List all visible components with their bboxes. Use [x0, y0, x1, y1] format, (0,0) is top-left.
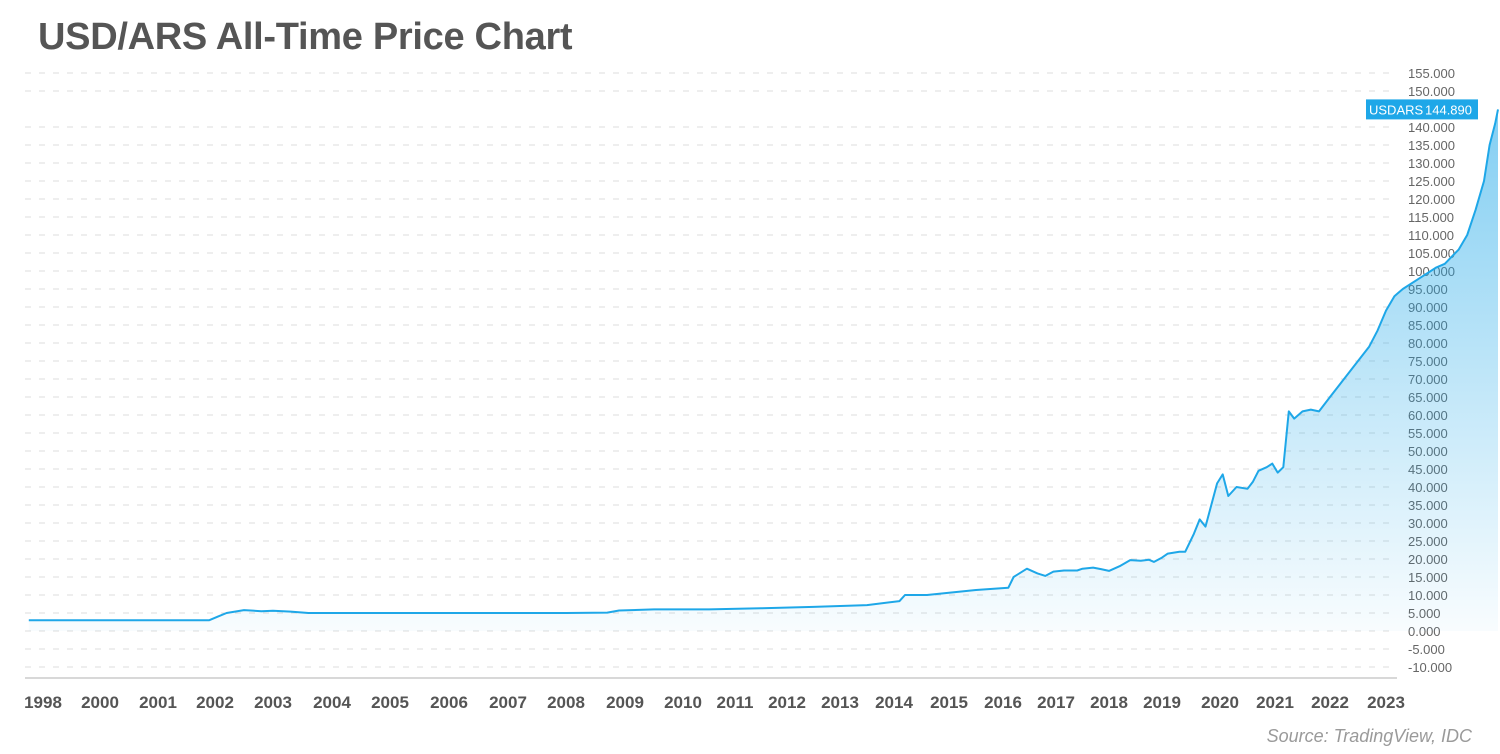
- price-area-fill: [28, 109, 1498, 631]
- x-tick-label: 2011: [717, 693, 754, 712]
- x-tick-label: 2001: [139, 693, 177, 712]
- y-tick-label: 120.000: [1408, 192, 1455, 207]
- last-price-badge: USDARS 144.890: [1366, 99, 1478, 120]
- chart-title: USD/ARS All-Time Price Chart: [38, 16, 573, 58]
- y-tick-label: -10.000: [1408, 660, 1452, 675]
- x-tick-label: 2002: [196, 693, 234, 712]
- x-tick-label: 2005: [371, 693, 409, 712]
- x-tick-label: 2019: [1143, 693, 1181, 712]
- y-tick-label: 135.000: [1408, 138, 1455, 153]
- x-axis: 1998 2000 2001 2002 2003 2004 2005 2006 2007 2008…: [24, 677, 1405, 712]
- last-price-badge-bg: [1366, 99, 1478, 120]
- x-tick-label: 2023: [1367, 693, 1405, 712]
- last-price-symbol: USDARS: [1369, 102, 1424, 117]
- x-tick-label: 2008: [547, 693, 585, 712]
- x-tick-label: 2020: [1201, 693, 1239, 712]
- x-tick-label: 2007: [489, 693, 527, 712]
- price-line-group: [28, 109, 1499, 622]
- x-tick-label: 2015: [930, 693, 968, 712]
- x-tick-label: 2009: [606, 693, 644, 712]
- x-tick-label: 2012: [768, 693, 806, 712]
- x-tick-label: 2006: [430, 693, 468, 712]
- source-note: Source: TradingView, IDC: [1266, 726, 1472, 746]
- price-area: [28, 109, 1498, 631]
- x-tick-label: 2018: [1090, 693, 1128, 712]
- y-tick-label: 115.000: [1408, 210, 1454, 225]
- x-tick-label: 2000: [81, 693, 119, 712]
- x-tick-label: 2021: [1256, 693, 1294, 712]
- y-tick-label: 150.000: [1408, 84, 1455, 99]
- y-tick-label: 125.000: [1408, 174, 1455, 189]
- y-tick-label: 110.000: [1408, 228, 1454, 243]
- x-tick-label: 2003: [254, 693, 292, 712]
- x-tick-label: 2017: [1037, 693, 1075, 712]
- y-tick-label: 140.000: [1408, 120, 1455, 135]
- price-line: [28, 109, 1499, 622]
- x-tick-label: 2010: [664, 693, 702, 712]
- x-tick-label: 2022: [1311, 693, 1349, 712]
- y-tick-label: 105.000: [1408, 246, 1455, 261]
- last-price-value: 144.890: [1425, 102, 1472, 117]
- y-tick-label: -5.000: [1408, 642, 1445, 657]
- x-tick-label: 2014: [875, 693, 913, 712]
- y-tick-label: 130.000: [1408, 156, 1455, 171]
- x-tick-label: 2016: [984, 693, 1022, 712]
- y-tick-label: 155.000: [1408, 66, 1455, 81]
- x-tick-label: 2013: [821, 693, 859, 712]
- x-tick-label: 2004: [313, 693, 351, 712]
- x-tick-label: 1998: [24, 693, 62, 712]
